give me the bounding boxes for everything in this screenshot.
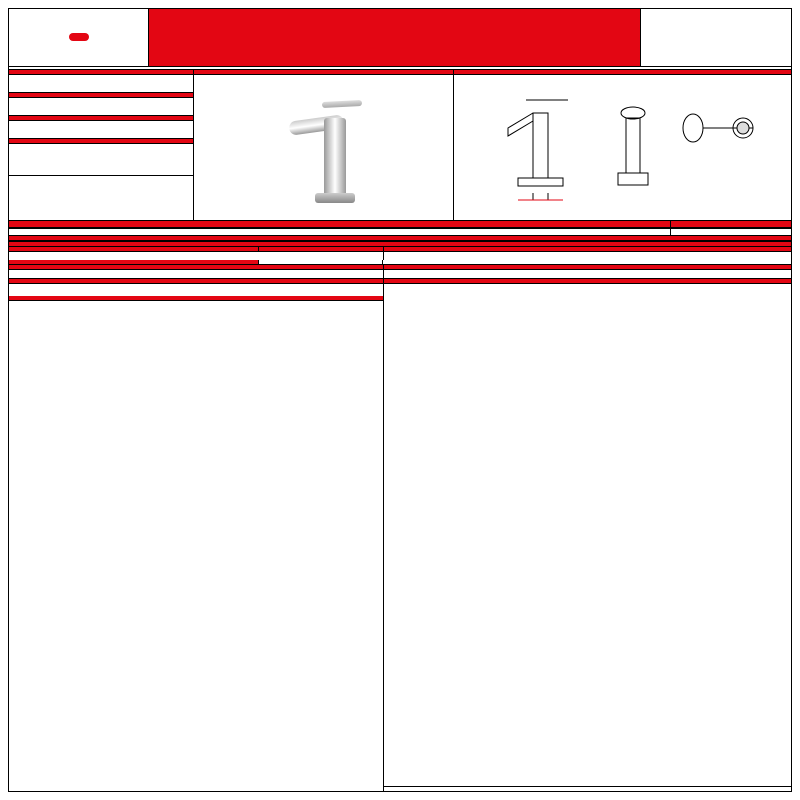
funcionamiento-col — [384, 265, 791, 278]
left-text-col — [9, 279, 384, 791]
drawing-column — [454, 70, 791, 220]
ident-column — [9, 70, 194, 220]
tech-svg — [478, 78, 768, 218]
cert-hdr — [671, 221, 791, 228]
spec-sheet — [8, 8, 792, 792]
dim-hdr-label — [9, 247, 259, 252]
mant-text — [9, 301, 383, 313]
dimensiones-col — [9, 247, 384, 260]
technical-drawing — [454, 75, 791, 220]
recomend-text — [9, 284, 383, 296]
acabados-func-row — [9, 265, 791, 279]
image-column — [194, 70, 454, 220]
gasto-table — [390, 425, 785, 429]
garantia-block — [9, 313, 383, 335]
desc-val — [9, 144, 193, 176]
bottom-row — [9, 279, 791, 791]
instalacion-text — [384, 252, 791, 260]
product-image — [194, 75, 453, 220]
acabados-col — [9, 265, 384, 278]
normas-hdr — [9, 221, 671, 228]
acabados-vals — [9, 274, 383, 278]
normas-text — [9, 229, 671, 235]
caract-row — [9, 247, 791, 260]
gasto-chart-area — [384, 284, 791, 786]
gasto-footnote — [384, 786, 791, 791]
title-cell — [149, 9, 641, 66]
func-text — [384, 270, 791, 276]
normas-header-row — [9, 221, 791, 229]
cert-val — [671, 229, 791, 235]
cotas-hdr — [259, 247, 383, 252]
peso-hdr — [9, 260, 259, 264]
peso-val — [259, 260, 383, 264]
normas-row — [9, 229, 791, 236]
familia-val — [9, 121, 193, 139]
codigo-val — [9, 75, 193, 93]
linea-val — [9, 98, 193, 116]
instalacion-col — [384, 247, 791, 260]
header — [9, 9, 791, 67]
gasto-col — [384, 279, 791, 791]
logo-cell — [9, 9, 149, 66]
brand-logo — [69, 33, 89, 41]
gasto-chart — [390, 290, 785, 425]
identification-row — [9, 70, 791, 221]
dim-header — [9, 247, 383, 252]
category — [641, 9, 791, 66]
